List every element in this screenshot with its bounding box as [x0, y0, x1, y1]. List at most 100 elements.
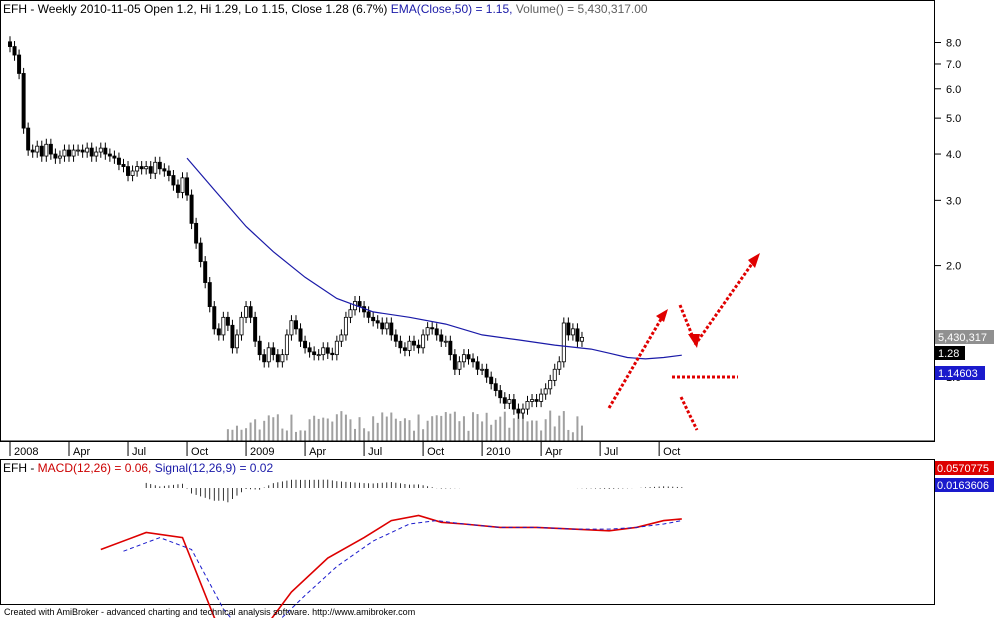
- candle-body: [366, 311, 371, 318]
- candle-body: [48, 143, 53, 155]
- volume-bar: [249, 422, 252, 441]
- volume-bar: [435, 415, 438, 441]
- candle-body: [239, 316, 244, 336]
- candle-body: [471, 358, 476, 363]
- time-tick-label: Apr: [73, 446, 90, 458]
- candle-body: [98, 147, 103, 153]
- volume-bar: [308, 419, 311, 441]
- candle-body: [85, 147, 90, 153]
- time-tick-label: 2008: [14, 446, 38, 458]
- ticker: EFH: [3, 2, 27, 16]
- volume-bar: [367, 431, 370, 441]
- candle-body: [498, 390, 503, 399]
- candle-body: [293, 320, 298, 330]
- volume-bar: [245, 428, 248, 441]
- candle-body: [371, 316, 376, 322]
- macd-header: EFH - MACD(12,26) = 0.06, Signal(12,26,9…: [3, 461, 273, 475]
- candle-body: [171, 175, 176, 186]
- candle-body: [339, 334, 344, 342]
- candle-body: [516, 408, 521, 414]
- candle-body: [325, 347, 330, 354]
- volume-bar: [276, 414, 279, 441]
- candle-body: [475, 361, 480, 370]
- candle-body: [275, 354, 280, 363]
- candle-body: [257, 340, 262, 356]
- volume-bars: [226, 410, 583, 441]
- candle-body: [212, 306, 217, 330]
- volume-bar: [335, 414, 338, 441]
- candle-body: [484, 368, 489, 378]
- volume-bar: [299, 430, 302, 441]
- volume-bar: [294, 431, 297, 441]
- candle-body: [207, 282, 212, 308]
- candle-body: [452, 354, 457, 370]
- volume-bar: [413, 430, 416, 441]
- candle-body: [407, 340, 412, 351]
- volume-bar: [422, 429, 425, 441]
- volume-bar: [526, 421, 529, 441]
- candle-body: [520, 408, 525, 414]
- candle-body: [530, 399, 535, 402]
- candle-body: [398, 340, 403, 349]
- candle-body: [225, 316, 230, 326]
- volume-bar: [508, 427, 511, 441]
- candle-body: [493, 383, 498, 391]
- candle-body: [139, 166, 144, 170]
- volume-bar: [472, 412, 475, 441]
- candle-body: [221, 316, 226, 336]
- close-badge: [935, 346, 965, 360]
- volume-bar: [521, 411, 524, 441]
- candle-body: [216, 328, 221, 336]
- candle-body: [166, 170, 171, 176]
- candle-body: [579, 337, 584, 342]
- volume-bar: [571, 432, 574, 441]
- candle-body: [443, 340, 448, 343]
- annotation-arrowheads: [656, 253, 760, 348]
- candle-body: [389, 322, 394, 336]
- time-tick-label: Oct: [427, 446, 444, 458]
- volume-bar: [240, 429, 243, 441]
- time-tick-label: Jul: [368, 446, 382, 458]
- volume-bar: [408, 420, 411, 441]
- signal-badge-text: 0.0163606: [937, 480, 989, 492]
- volume-bar: [331, 421, 334, 441]
- candle-body: [112, 155, 117, 159]
- volume-bar: [290, 414, 293, 441]
- candle-body: [321, 347, 326, 356]
- volume-bar: [458, 421, 461, 441]
- candle-body: [107, 153, 112, 157]
- candle-body: [416, 344, 421, 349]
- price-header: EFH - Weekly 2010-11-05 Open 1.2, Hi 1.2…: [3, 2, 648, 16]
- price-tick-label: 5.0: [946, 113, 961, 125]
- candle-body: [566, 322, 571, 336]
- volume-bar: [512, 418, 515, 441]
- volume-bar: [417, 414, 420, 441]
- candle-body: [244, 306, 249, 318]
- candle-body: [271, 347, 276, 356]
- volume-bar: [358, 417, 361, 441]
- signal-badge: [935, 478, 994, 492]
- candle-body: [570, 328, 575, 336]
- candle-body: [185, 177, 190, 196]
- candle-body: [412, 340, 417, 346]
- price-tick-label: 4.0: [946, 149, 961, 161]
- volume-bar: [381, 412, 384, 441]
- candle-body: [135, 166, 140, 172]
- candle-body: [348, 309, 353, 318]
- arrowhead-1: [656, 309, 668, 322]
- volume-bar: [431, 416, 434, 441]
- candle-body: [457, 361, 462, 370]
- macd-ticker: EFH: [3, 461, 27, 475]
- candle-body: [153, 161, 158, 174]
- candle-body: [280, 354, 285, 363]
- time-tick-label: 2010: [486, 446, 510, 458]
- volume-badge: [935, 330, 994, 344]
- candle-body: [180, 177, 185, 193]
- candle-body: [316, 354, 321, 357]
- candle-body: [375, 320, 380, 324]
- volume-bar: [558, 415, 561, 441]
- time-tick-label: Oct: [663, 446, 680, 458]
- volume-bar: [226, 429, 229, 441]
- time-tick-label: Oct: [191, 446, 208, 458]
- candle-body: [26, 127, 31, 151]
